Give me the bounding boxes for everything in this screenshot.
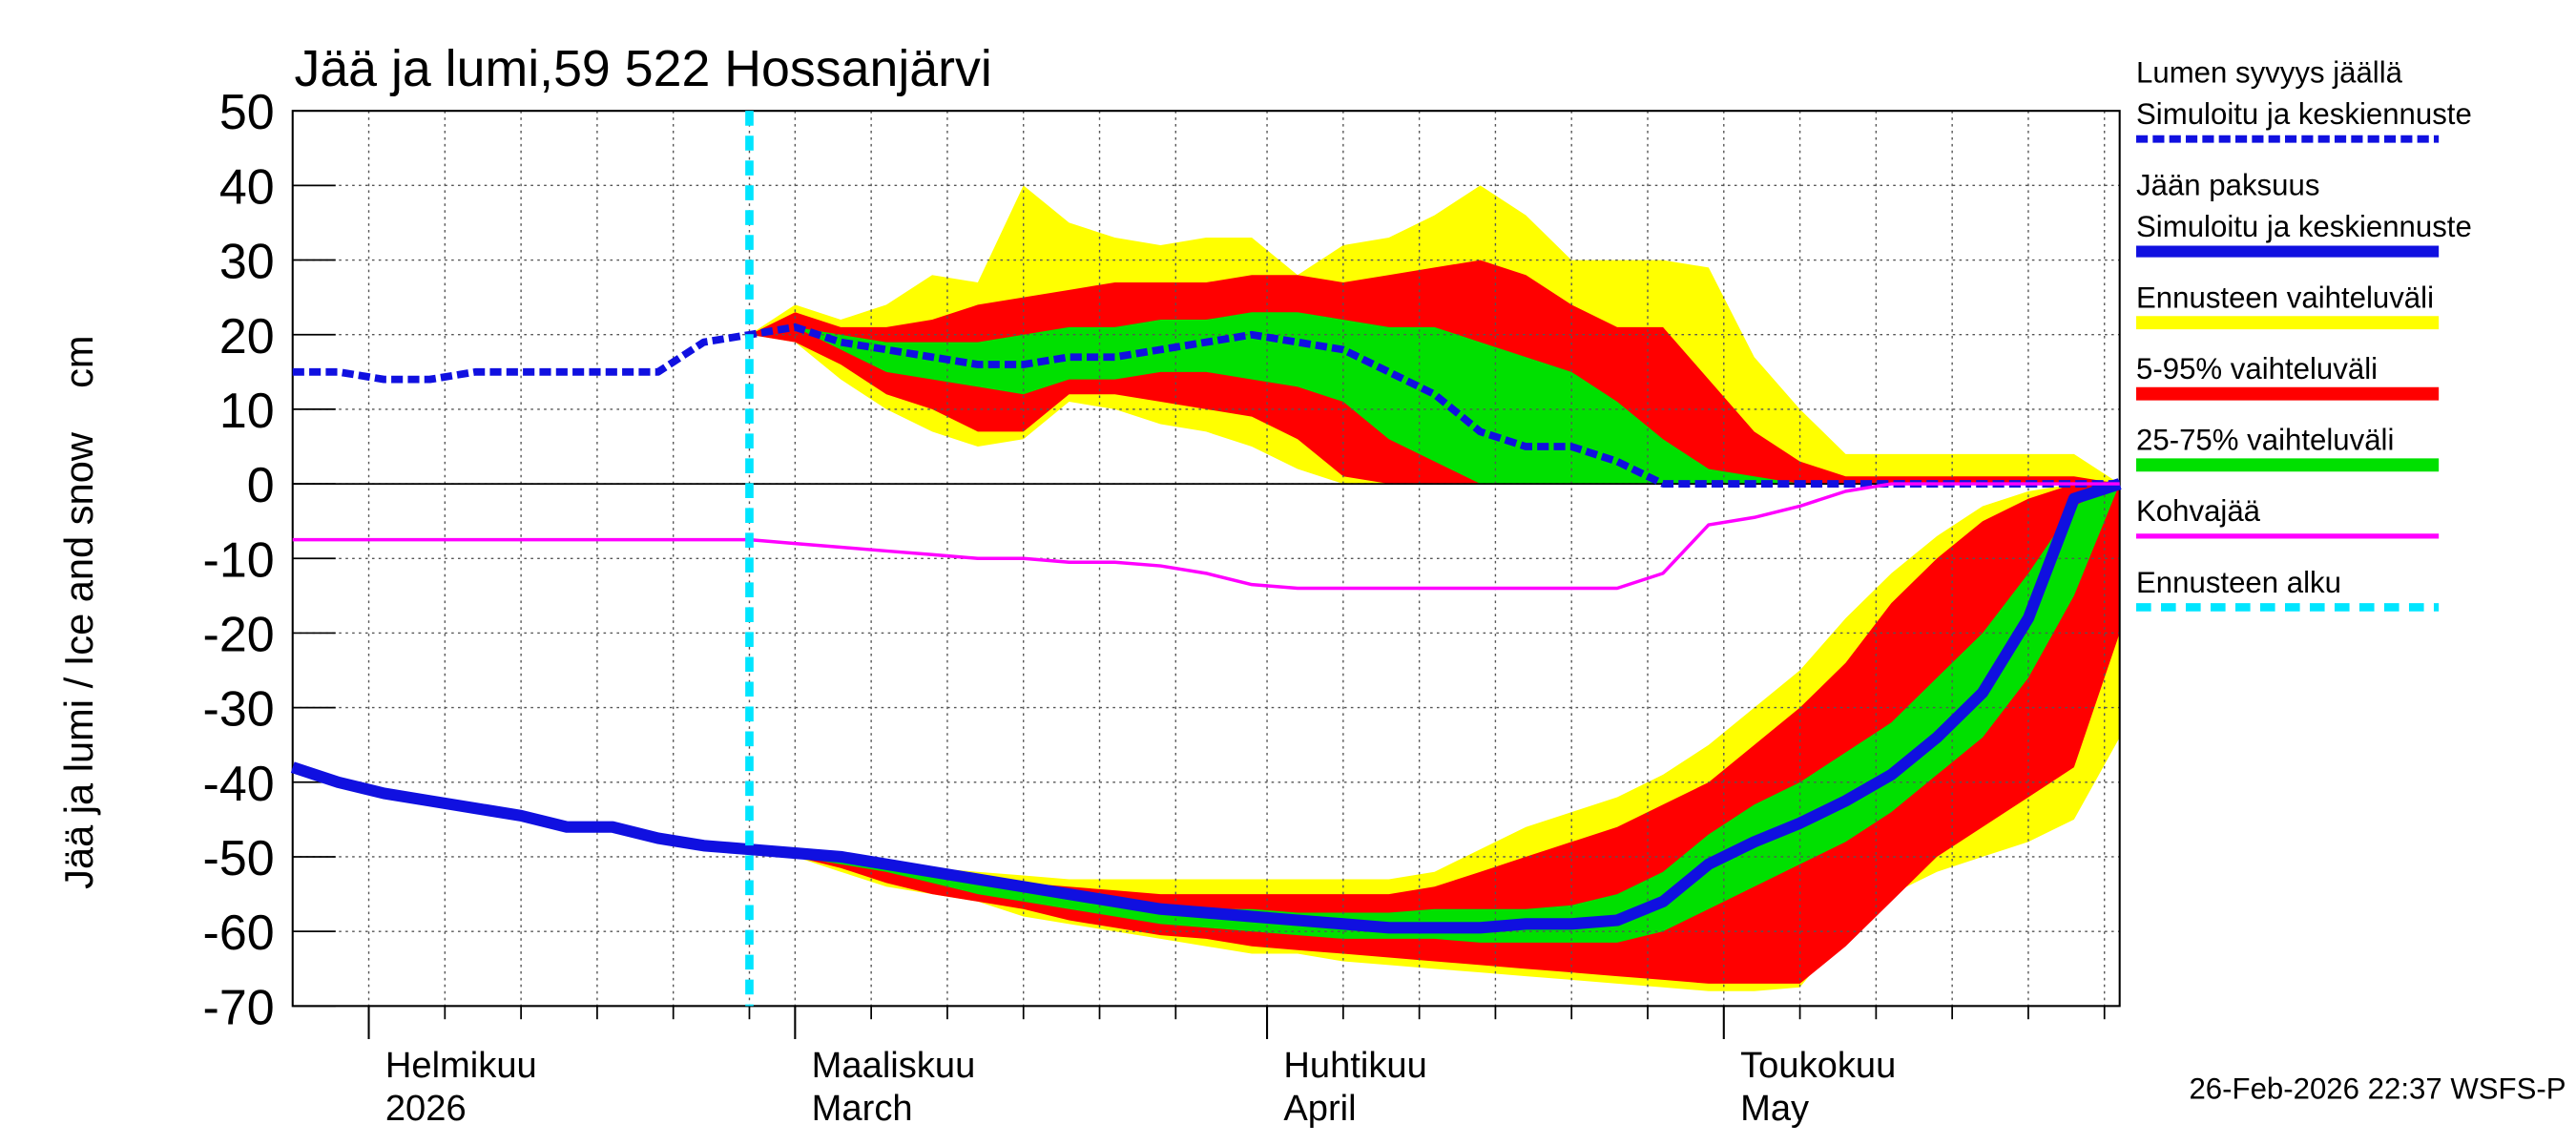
legend-label: Simuloitu ja keskiennuste [2136, 97, 2472, 131]
x-tick-sublabel: 2026 [385, 1088, 467, 1129]
y-tick-label: -70 [203, 980, 275, 1035]
y-tick-label: -40 [203, 757, 275, 812]
y-tick-label: -30 [203, 682, 275, 738]
x-tick-label: Huhtikuu [1283, 1045, 1426, 1086]
series-line [292, 482, 2120, 591]
legend-label: Ennusteen alku [2136, 566, 2341, 599]
x-tick-sublabel: May [1740, 1088, 1809, 1129]
y-axis-label: Jää ja lumi / Ice and snow cm [56, 335, 101, 888]
legend-label: Jään paksuus [2136, 169, 2319, 202]
legend-label: 25-75% vaihteluväli [2136, 424, 2394, 457]
chart-title: Jää ja lumi,59 522 Hossanjärvi [294, 40, 991, 97]
plot-frame [291, 110, 2121, 1008]
series-line [290, 478, 2122, 934]
y-tick-label: -60 [203, 906, 275, 961]
legend-label: 5-95% vaihteluväli [2136, 352, 2378, 385]
x-tick-label: Helmikuu [385, 1045, 537, 1086]
legend-label: Lumen syvyys jäällä [2136, 56, 2403, 90]
lines [290, 111, 2122, 1007]
legend-label: Kohvajää [2136, 494, 2261, 528]
y-tick-label: -50 [203, 831, 275, 886]
y-tick-label: 50 [219, 85, 275, 140]
y-tick-label: 10 [219, 384, 275, 439]
y-tick-label: 40 [219, 159, 275, 215]
series-line [292, 323, 2120, 488]
y-tick-label: 20 [219, 309, 275, 364]
y-tick-label: 30 [219, 235, 275, 290]
y-tick-label: -10 [203, 532, 275, 588]
x-tick-sublabel: March [812, 1088, 913, 1129]
x-tick-label: Toukokuu [1740, 1045, 1896, 1086]
x-tick-label: Maaliskuu [812, 1045, 976, 1086]
x-tick-sublabel: April [1283, 1088, 1356, 1129]
footer: 26-Feb-2026 22:37 WSFS-P [2189, 1072, 2566, 1105]
y-tick-label: -20 [203, 607, 275, 662]
legend-label: Ennusteen vaihteluväli [2136, 281, 2434, 315]
legend-label: Simuloitu ja keskiennuste [2136, 210, 2472, 243]
y-tick-label: 0 [247, 458, 275, 513]
